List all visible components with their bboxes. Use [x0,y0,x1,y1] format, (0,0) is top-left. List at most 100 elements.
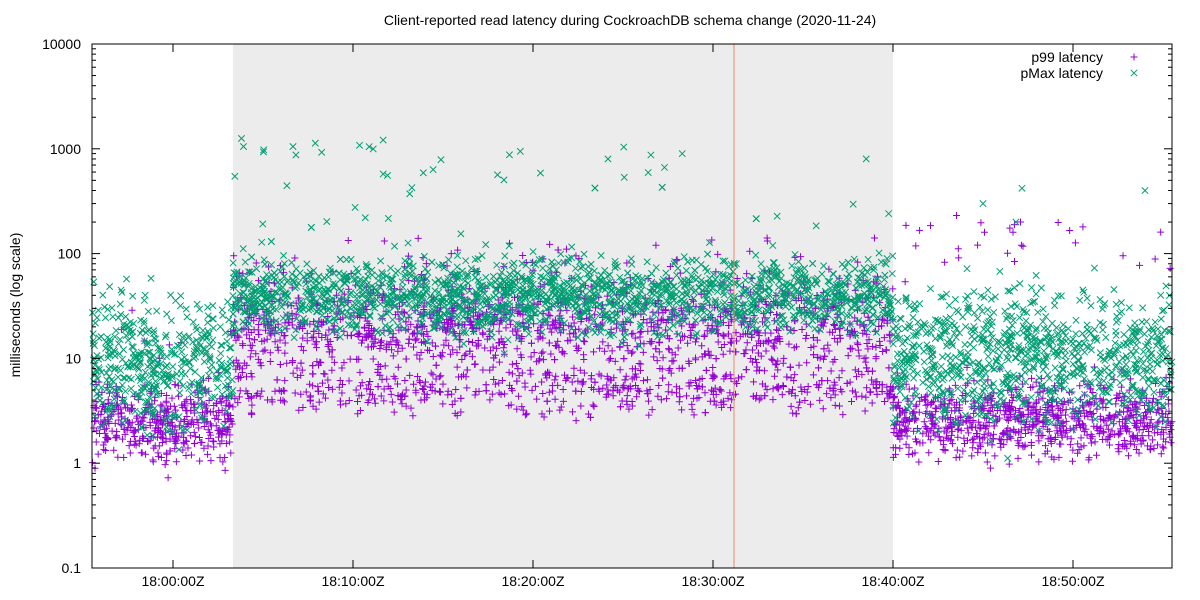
p99-point [461,351,469,359]
p99-point [798,326,806,334]
p99-point [693,394,701,402]
p99-point [868,376,876,384]
pmax-point [169,429,177,437]
p99-point [209,437,217,445]
p99-point [439,380,447,388]
p99-point [344,236,352,244]
p99-point [616,403,624,411]
pmax-point [208,361,216,369]
p99-point [995,435,1003,443]
p99-point [1101,417,1109,425]
p99-point [770,339,778,347]
p99-point [545,339,553,347]
p99-point [328,346,336,354]
p99-point [121,430,129,438]
p99-point [996,406,1004,414]
p99-point [762,347,770,355]
p99-point [1066,441,1074,449]
p99-point [980,433,988,441]
p99-point [369,355,377,363]
pmax-point [146,354,154,362]
p99-point [658,315,666,323]
pmax-point [101,314,110,322]
p99-point [448,390,456,398]
p99-point [271,387,279,395]
p99-point [879,347,887,355]
pmax-point [150,412,158,420]
p99-point [449,346,457,354]
pmax-point [93,352,101,360]
p99-point [385,341,393,349]
p99-point [234,372,242,380]
p99-point [362,334,370,342]
pmax-point [163,310,171,318]
p99-point [1166,264,1174,272]
pmax-point [163,361,171,369]
pmax-point [209,302,217,310]
p99-point [755,366,763,374]
p99-point [259,347,267,355]
p99-point [324,376,332,384]
p99-point [276,336,284,344]
p99-point [955,254,963,262]
p99-point [162,435,170,443]
p99-point [932,408,940,416]
p99-point [102,446,110,454]
p99-point [486,347,494,355]
pmax-point [91,319,99,327]
p99-point [979,422,987,430]
p99-point [889,393,897,401]
p99-point [749,392,757,400]
p99-point [456,343,464,351]
p99-point [603,372,611,380]
p99-point [210,443,218,451]
p99-point [599,338,607,346]
p99-point [676,385,684,393]
p99-point [763,386,771,394]
p99-point [204,450,212,458]
pmax-point [138,326,146,334]
p99-point [555,324,563,332]
p99-point [123,426,131,434]
p99-point [771,336,779,344]
pmax-point [153,307,161,315]
p99-point [1093,423,1101,431]
p99-point [162,399,170,407]
pmax-point [111,333,119,341]
p99-point [319,390,327,398]
p99-point [843,379,851,387]
p99-point [1004,402,1012,410]
pmax-point [190,354,198,362]
p99-point [1114,431,1122,439]
p99-point [732,390,740,398]
p99-point [909,409,917,417]
p99-point [104,435,112,443]
p99-point [232,336,240,344]
pmax-point [217,341,225,349]
p99-point [869,343,877,351]
p99-point [166,447,174,455]
p99-point [1014,442,1022,450]
pmax-point [177,369,185,378]
p99-point [354,410,362,418]
p99-point [442,336,450,344]
p99-point [831,321,839,329]
p99-point [757,352,765,360]
p99-point [659,374,667,382]
p99-point [204,426,212,434]
p99-point [255,331,263,339]
p99-point [988,404,996,412]
p99-point [604,386,612,394]
p99-point [198,439,206,447]
p99-point [479,330,487,338]
p99-point [665,381,673,389]
p99-point [646,385,654,393]
p99-point [306,380,314,388]
p99-point [1014,454,1022,462]
p99-point [852,393,860,401]
p99-point [360,324,368,332]
p99-point [387,390,395,398]
p99-point [1009,393,1017,401]
p99-point [744,330,752,338]
p99-point [545,388,553,396]
